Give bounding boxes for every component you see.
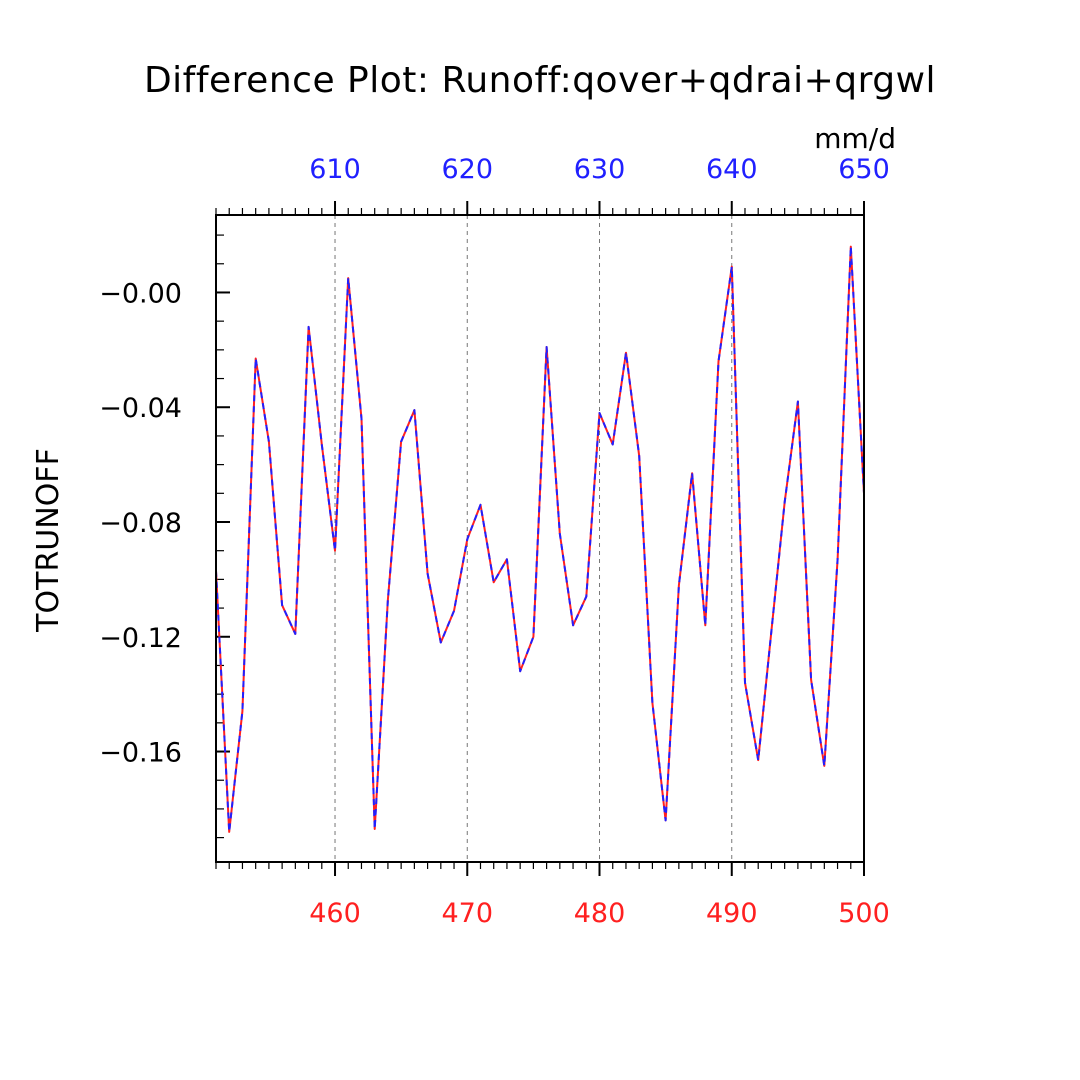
series-lines [215, 245, 865, 833]
x-tick-label-top: 650 [838, 154, 890, 185]
x-tick-label-top: 640 [706, 154, 758, 185]
y-axis-label: TOTRUNOFF [31, 448, 66, 633]
y-tick-label: −0.08 [99, 508, 182, 539]
x-tick-label-bottom: 470 [441, 898, 493, 929]
x-tick-label-bottom: 490 [706, 898, 758, 929]
x-tick-label-bottom: 500 [838, 898, 890, 929]
x-tick-label-top: 610 [309, 154, 361, 185]
units-label: mm/d [814, 122, 896, 155]
tick-labels: 460 610 470 620 480 630 490 640 500 650 −0.00 −0.04… [99, 154, 890, 929]
plot-frame [215, 214, 865, 863]
axis-ticks [215, 201, 865, 876]
series-line-blue-dashed [215, 245, 865, 833]
chart-title: Difference Plot: Runoff:qover+qdrai+qrgw… [144, 60, 936, 101]
y-tick-label: −0.00 [99, 278, 182, 309]
x-tick-label-top: 630 [574, 154, 626, 185]
y-tick-label: −0.12 [99, 623, 182, 654]
x-tick-label-top: 620 [441, 154, 493, 185]
x-tick-label-bottom: 460 [309, 898, 361, 929]
y-tick-label: −0.04 [99, 393, 182, 424]
x-tick-label-bottom: 480 [574, 898, 626, 929]
y-tick-label: −0.16 [99, 738, 182, 769]
